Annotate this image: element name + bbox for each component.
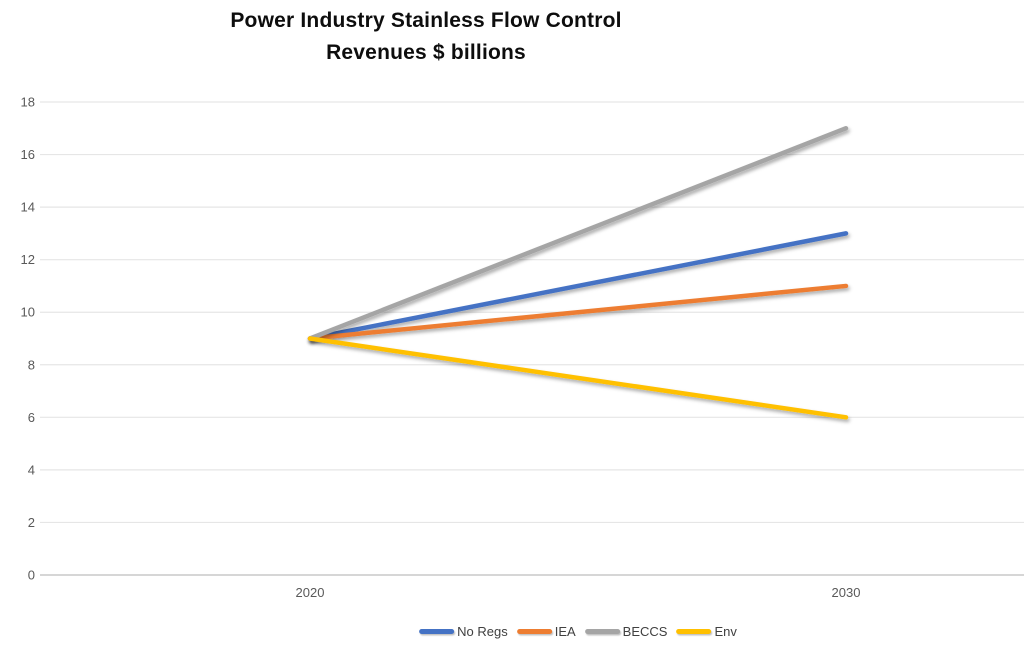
legend-item-beccs: BECCS (584, 624, 668, 639)
series-line-no-regs (307, 231, 849, 341)
series-line-beccs (307, 126, 849, 341)
chart-title: Power Industry Stainless Flow Control Re… (0, 5, 852, 69)
legend-label: No Regs (457, 624, 508, 639)
legend-swatch-icon (419, 629, 455, 634)
y-tick-label: 8 (28, 357, 35, 372)
legend-label: Env (714, 624, 737, 639)
chart-title-line2: Revenues $ billions (326, 41, 526, 64)
legend-swatch-icon (516, 629, 552, 634)
legend-item-no-regs: No Regs (419, 624, 508, 639)
legend-item-iea: IEA (516, 624, 576, 639)
legend-swatch-icon (676, 629, 712, 634)
legend-item-env: Env (676, 624, 737, 639)
y-tick-label: 0 (28, 568, 35, 583)
series-line-env (307, 336, 849, 420)
y-tick-label: 6 (28, 410, 35, 425)
y-tick-label: 4 (28, 462, 35, 477)
y-tick-label: 14 (21, 200, 35, 215)
y-tick-label: 12 (21, 252, 35, 267)
chart-legend: No Regs IEA BECCS Env (419, 624, 737, 639)
x-tick-label: 2030 (832, 585, 861, 600)
x-axis-tick-labels: 2020 2030 (296, 585, 861, 600)
legend-swatch-icon (584, 629, 620, 634)
y-axis-tick-labels: 0 2 4 6 8 10 12 14 16 18 (21, 95, 35, 583)
series-line-iea (307, 283, 849, 341)
data-series-lines (307, 126, 849, 420)
y-tick-label: 16 (21, 147, 35, 162)
chart-title-line1: Power Industry Stainless Flow Control (230, 9, 622, 32)
y-tick-label: 2 (28, 515, 35, 530)
legend-label: BECCS (622, 624, 668, 639)
x-tick-label: 2020 (296, 585, 325, 600)
y-tick-label: 18 (21, 95, 35, 110)
gridlines (40, 101, 1024, 576)
y-tick-label: 10 (21, 305, 35, 320)
legend-label: IEA (554, 624, 576, 639)
